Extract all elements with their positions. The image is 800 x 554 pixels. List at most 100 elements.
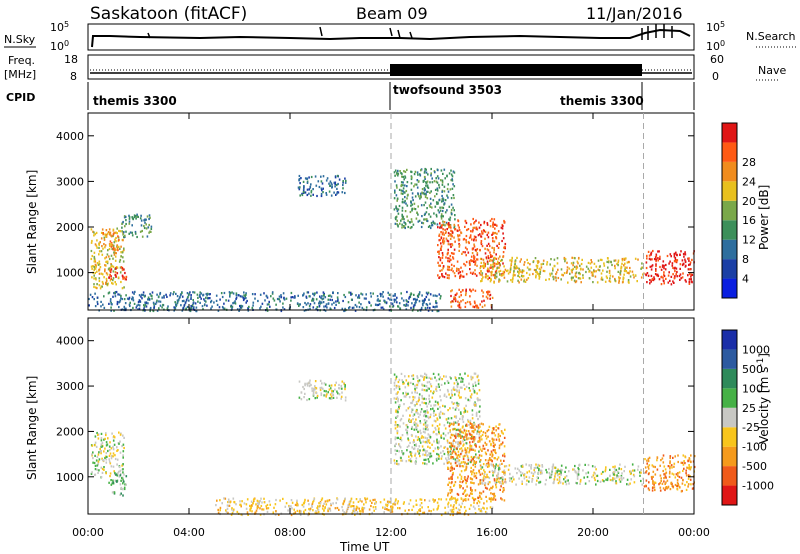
power-cell xyxy=(152,301,155,304)
power-cell xyxy=(493,247,495,250)
power-cell xyxy=(91,276,93,279)
power-cell xyxy=(90,241,93,244)
velocity-cell xyxy=(233,508,235,511)
power-cell xyxy=(424,177,426,180)
velocity-cell xyxy=(308,382,311,385)
velocity-cell xyxy=(513,478,515,481)
velocity-cell xyxy=(484,510,487,514)
velocity-cell xyxy=(334,384,336,387)
velocity-cell xyxy=(488,463,490,466)
power-cell xyxy=(673,281,675,284)
velocity-cell xyxy=(342,509,344,512)
velocity-cell xyxy=(408,444,410,447)
power-cell xyxy=(461,275,464,278)
power-cell xyxy=(109,243,111,246)
power-cell xyxy=(487,275,489,278)
velocity-cell xyxy=(435,389,438,392)
power-cell xyxy=(437,261,439,264)
velocity-cell xyxy=(383,511,385,514)
power-cell xyxy=(309,186,311,189)
velocity-cell xyxy=(411,391,413,394)
power-cell xyxy=(516,266,518,269)
velocity-cell xyxy=(417,415,420,419)
power-cell xyxy=(591,274,594,277)
power-cell xyxy=(452,270,454,273)
velocity-cell xyxy=(487,483,490,486)
power-cell xyxy=(416,171,419,174)
velocity-cell xyxy=(553,478,556,481)
power-cell xyxy=(389,305,391,308)
power-cell xyxy=(660,283,663,286)
velocity-ytick-label: 4000 xyxy=(56,335,84,348)
velocity-cell xyxy=(411,400,414,403)
velocity-cell xyxy=(468,494,471,497)
power-cell xyxy=(650,268,653,271)
power-cell xyxy=(210,307,212,310)
velocity-cell xyxy=(325,395,327,398)
velocity-cell xyxy=(335,501,337,505)
power-cell xyxy=(342,180,344,183)
velocity-cell xyxy=(444,506,446,509)
power-cell xyxy=(569,272,571,275)
velocity-cell xyxy=(397,398,399,401)
power-cell xyxy=(655,255,658,258)
velocity-cell xyxy=(460,461,463,464)
power-cell xyxy=(412,199,414,202)
velocity-cell xyxy=(250,500,253,503)
power-cell xyxy=(121,267,124,270)
power-cell xyxy=(493,281,495,284)
power-cell xyxy=(136,304,138,307)
velocity-cell xyxy=(417,412,419,415)
power-cell xyxy=(473,245,476,248)
power-cell xyxy=(221,305,224,309)
power-cell xyxy=(655,269,657,272)
power-cell xyxy=(234,300,236,303)
power-cell xyxy=(438,233,441,236)
velocity-cell xyxy=(671,466,673,469)
power-cell xyxy=(380,306,383,309)
velocity-cell xyxy=(112,445,114,448)
velocity-cell xyxy=(419,449,421,452)
power-cell xyxy=(336,296,339,299)
velocity-cell xyxy=(467,420,470,423)
velocity-cell xyxy=(125,475,128,478)
power-cell xyxy=(232,292,235,295)
power-cell xyxy=(96,246,98,249)
velocity-cell xyxy=(462,461,465,464)
velocity-cell xyxy=(304,384,306,387)
power-cell xyxy=(435,177,437,180)
velocity-cell xyxy=(491,464,494,467)
power-cell xyxy=(174,301,176,304)
power-cell xyxy=(320,192,323,196)
velocity-cell xyxy=(669,470,671,473)
power-cell xyxy=(103,276,105,279)
velocity-cell xyxy=(436,507,439,510)
velocity-cell xyxy=(384,507,386,510)
velocity-cell xyxy=(397,408,399,411)
velocity-cell xyxy=(233,500,235,504)
power-cell xyxy=(426,218,428,221)
velocity-cell xyxy=(613,467,616,470)
velocity-cell xyxy=(644,466,647,469)
power-cell xyxy=(438,256,440,259)
power-cell xyxy=(687,257,689,260)
power-cell xyxy=(488,290,491,293)
velocity-cell xyxy=(494,495,496,498)
velocity-cell xyxy=(411,425,413,429)
nsky-panel: N.Sky 105 100 105 100 N.Search xyxy=(4,20,796,53)
power-cell xyxy=(493,264,496,268)
power-cell xyxy=(334,182,336,186)
velocity-cell xyxy=(304,392,306,395)
power-cell xyxy=(142,294,145,297)
power-cell xyxy=(122,233,124,236)
power-cell xyxy=(112,265,115,268)
power-cell xyxy=(257,299,259,303)
power-cell xyxy=(331,186,333,189)
velocity-cell xyxy=(565,475,568,478)
power-cell xyxy=(401,223,403,226)
power-cell xyxy=(491,296,494,299)
velocity-cell xyxy=(445,395,448,398)
power-cell xyxy=(323,305,325,308)
velocity-cell xyxy=(473,460,476,463)
power-cell xyxy=(116,300,119,304)
